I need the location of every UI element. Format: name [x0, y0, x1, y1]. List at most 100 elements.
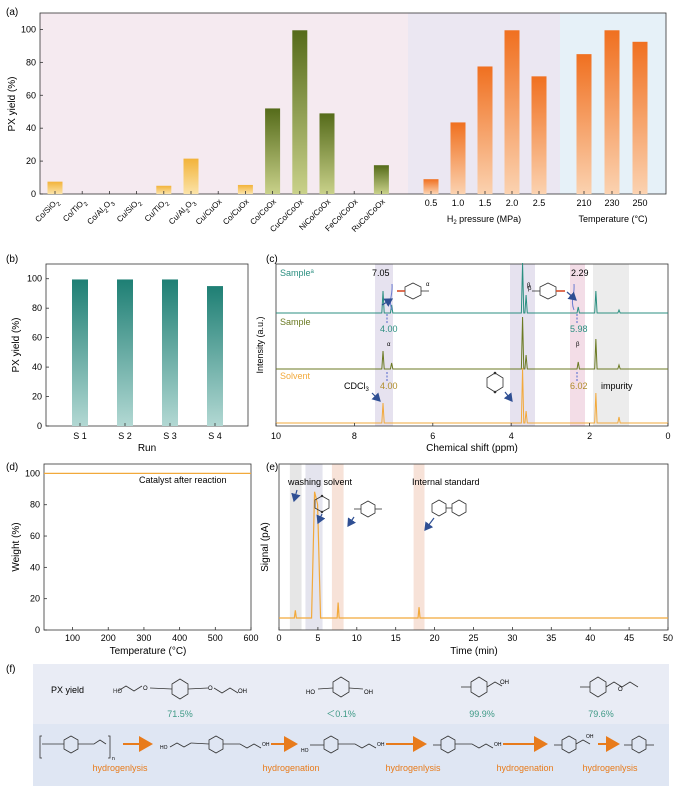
svg-text:O: O — [208, 686, 213, 692]
panel-e-ylabel: Signal (pA) — [260, 522, 271, 571]
temperature-tick-label: 250 — [632, 198, 647, 208]
highlight-impurity — [593, 264, 629, 426]
pressure-tick-label: 1.5 — [479, 198, 492, 208]
washing-solvent-label: washing solvent — [287, 477, 353, 487]
dioxane-structure-e — [314, 494, 330, 514]
panel-e-xtick-label: 35 — [546, 633, 556, 643]
alpha-label-mid: α — [387, 342, 391, 348]
bhet-structure: HO O O OH — [113, 678, 247, 700]
svg-text:HO: HO — [113, 689, 122, 695]
panel-e-label: (e) — [266, 462, 278, 473]
panel-e-xtick-label: 20 — [430, 633, 440, 643]
panel-e-xtick-label: 5 — [315, 633, 320, 643]
bar-pressure-2.5 — [531, 76, 547, 194]
panel-e-plot: 0 5 10 15 20 25 30 35 40 45 50 — [276, 491, 673, 643]
biphenyl-structure-e — [431, 499, 467, 517]
panel-c-label: (c) — [266, 254, 278, 265]
dioxane-structure-c — [486, 371, 504, 394]
toluene-structure-2: β — [527, 282, 565, 300]
peak-label-7-05: 7.05 — [372, 268, 390, 278]
svg-text:HO: HO — [301, 748, 309, 754]
catalyst-label: Co/Al2O3 — [85, 197, 117, 229]
ethyl-toluate-structure: O — [580, 676, 639, 698]
panel-d-label: (d) — [6, 462, 18, 473]
panel-c-xtick-label: 0 — [665, 431, 670, 441]
bar-temperature-210 — [576, 54, 592, 194]
pressure-tick-label: 2.5 — [533, 198, 546, 208]
svg-text:HO: HO — [306, 690, 315, 696]
arrow-washing — [291, 489, 301, 503]
catalyst-label: Cu/SiO2 — [115, 197, 145, 227]
panel-d-ytick-label: 0 — [35, 625, 40, 635]
trace-sample-label: Sample — [280, 317, 311, 327]
panel-b-frame — [45, 263, 249, 427]
panel-b-ytick-label: 20 — [32, 392, 42, 402]
integral-4-00-b: 4.00 — [380, 381, 398, 391]
panel-b-ytick-label: 60 — [32, 333, 42, 343]
step-hydroxy-ester: HO OH — [301, 735, 385, 754]
px-yield-row-label: PX yield — [51, 685, 84, 695]
panel-d-ytick-label: 40 — [30, 562, 40, 572]
panel-e-xlabel: Time (min) — [450, 646, 497, 657]
arrow-dioxane — [503, 391, 513, 402]
panel-d-ytick-label: 20 — [30, 594, 40, 604]
yield-tpa: ＜0.1% — [326, 709, 356, 719]
panel-a-catalyst-labels: Co/SiO2Co/TiO2Co/Al2O3Cu/SiO2Cu/TiO2Cu/A… — [33, 191, 387, 234]
run-tick-label: S 3 — [163, 431, 177, 441]
panel-a-ytick-label: 80 — [26, 57, 36, 67]
bar-co-sio2 — [47, 181, 63, 194]
panel-a-frame — [39, 12, 667, 195]
pet-polymer: n — [39, 735, 115, 762]
catalyst-label: Cu/Al2O3 — [167, 197, 199, 229]
panel-b-xticks: S 1 S 2 S 3 S 4 — [73, 423, 222, 441]
temperature-tick-label: 230 — [604, 198, 619, 208]
panel-d-xtick-label: 300 — [136, 633, 151, 643]
panel-e-xtick-label: 45 — [624, 633, 634, 643]
panel-a-temperature-xlabel: Temperature (°C) — [578, 214, 647, 224]
panel-b-bars — [72, 279, 223, 426]
bar-co-coox — [265, 108, 281, 194]
panel-c-ylabel: Intensity (a.u.) — [255, 316, 265, 373]
arrow-px-e — [347, 516, 356, 527]
panel-d-xtick-label: 400 — [172, 633, 187, 643]
panel-a-ytick-label: 20 — [26, 156, 36, 166]
run-tick-label: S 1 — [73, 431, 87, 441]
integral-curve-1 — [389, 283, 393, 311]
panel-c-xticks: 10 8 6 4 2 0 — [271, 423, 671, 441]
bar-temperature-230 — [604, 30, 620, 195]
catalyst-label: Cu/CuOx — [194, 197, 224, 227]
nmr-trace-sample — [276, 316, 668, 370]
highlight-2-3ppm — [570, 264, 585, 426]
panel-d-ytick-label: 80 — [30, 500, 40, 510]
panel-e-xtick-label: 50 — [663, 633, 673, 643]
bar-pressure-1.0 — [450, 122, 466, 194]
toluene-structure-e — [354, 500, 382, 518]
panel-e-xtick-label: 40 — [585, 633, 595, 643]
bar-temperature-250 — [632, 41, 648, 194]
run-tick-label: S 2 — [118, 431, 132, 441]
integral-4-00-a: 4.00 — [380, 324, 398, 334]
catalyst-label: Co/CuOx — [221, 197, 251, 227]
panel-d-ytick-label: 100 — [25, 468, 40, 478]
bar-cu-tio2 — [156, 185, 172, 194]
panel-d-xtick-label: 100 — [65, 633, 80, 643]
svg-text:O: O — [143, 686, 148, 692]
nmr-trace-solvent — [276, 367, 668, 424]
panel-b-ytick-label: 40 — [32, 362, 42, 372]
panel-a-pressure-xlabel: H2 pressure (MPa) — [447, 214, 521, 226]
temperature-tick-label: 210 — [576, 198, 591, 208]
panel-c-xtick-label: 10 — [271, 431, 281, 441]
svg-text:OH: OH — [364, 690, 373, 696]
panel-a-ytick-label: 40 — [26, 123, 36, 133]
panel-d-ylabel: Weight (%) — [11, 522, 22, 571]
trace-sample-a-label: Samplea — [280, 268, 315, 278]
pressure-tick-label: 1.0 — [452, 198, 465, 208]
bar-pressure-1.5 — [477, 66, 493, 194]
panel-a-ylabel: PX yield (%) — [7, 76, 18, 131]
impurity-label: impurity — [601, 381, 633, 391]
svg-text:O: O — [618, 687, 623, 693]
bar-ruco-coox — [373, 165, 389, 194]
panel-d-legend: Catalyst after reaction — [139, 475, 227, 485]
panel-a-ytick-label: 0 — [31, 189, 36, 199]
beta-label-top: β — [528, 286, 532, 292]
